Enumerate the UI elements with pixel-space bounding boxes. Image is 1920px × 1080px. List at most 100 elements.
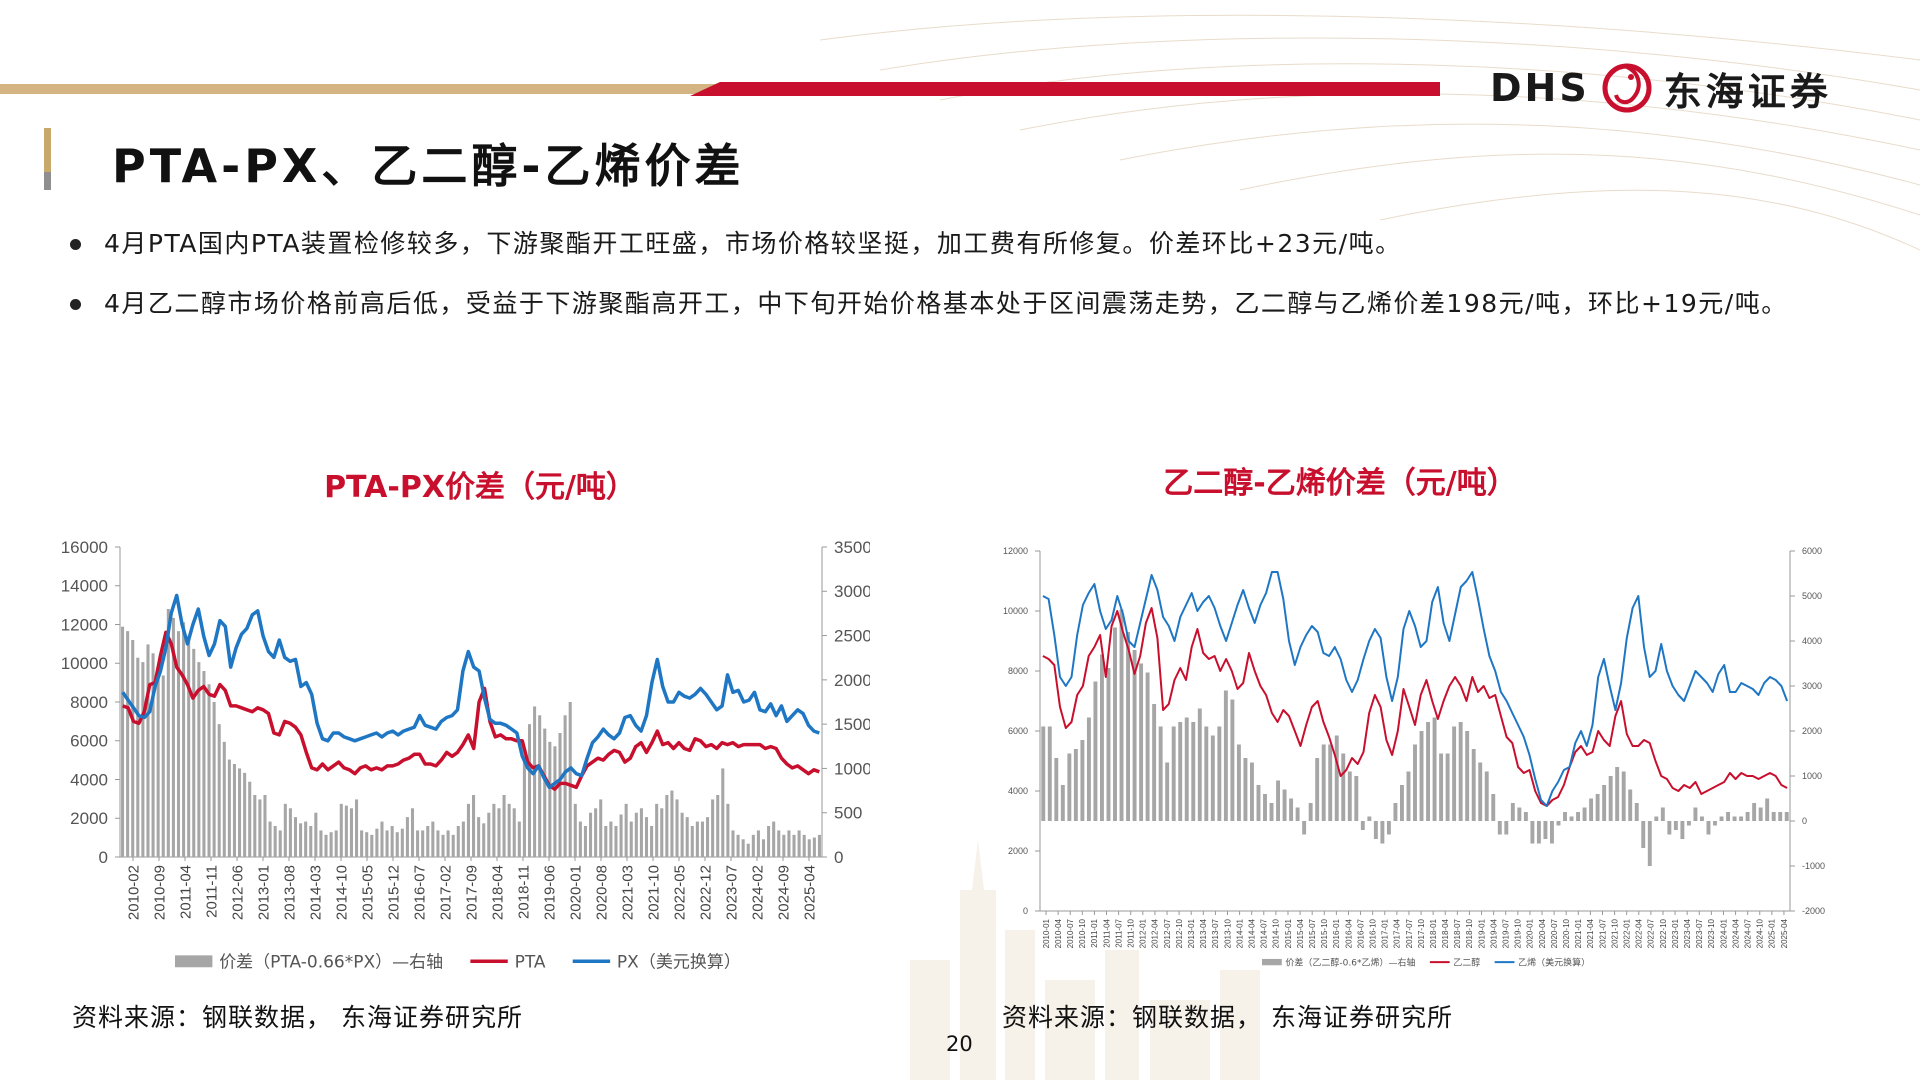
x-tick-label: 2014-07	[1260, 918, 1269, 948]
spread-bar	[690, 826, 694, 857]
spread-bar	[1236, 744, 1241, 821]
spread-bar	[777, 830, 781, 857]
y-right-tick-label: 0	[834, 848, 843, 867]
legend-label: 价差（乙二醇-0.6*乙烯）—右轴	[1285, 956, 1415, 968]
spread-bar	[1210, 735, 1215, 821]
spread-bar	[660, 808, 664, 857]
spread-bar	[1282, 789, 1287, 821]
x-tick-label: 2019-07	[1502, 918, 1511, 948]
spread-bar	[1269, 803, 1274, 821]
spread-bar	[487, 812, 491, 857]
spread-bar	[675, 799, 679, 857]
spread-bar	[594, 808, 598, 857]
spread-bar	[741, 839, 745, 857]
spread-bar	[1471, 749, 1476, 821]
x-tick-label: 2020-01	[1526, 918, 1535, 948]
spread-bar	[751, 834, 755, 857]
x-tick-label: 2021-10	[1610, 918, 1619, 948]
spread-bar	[1093, 681, 1098, 821]
spread-bar	[1510, 803, 1515, 821]
spread-bar	[1778, 812, 1783, 821]
x-tick-label: 2016-07	[411, 865, 428, 920]
spread-bar	[1628, 789, 1633, 821]
x-tick-label: 2019-06	[541, 865, 558, 920]
spread-bar	[1126, 632, 1130, 821]
spread-bar	[1184, 717, 1189, 821]
x-tick-label: 2010-01	[1042, 918, 1051, 948]
x-tick-label: 2025-04	[1780, 918, 1789, 948]
spread-bar	[248, 781, 252, 857]
spread-bar	[166, 609, 170, 857]
spread-bar	[573, 803, 577, 857]
y-right-tick-label: 4000	[1802, 636, 1822, 646]
x-tick-label: 2015-05	[359, 865, 376, 920]
x-tick-label: 2022-07	[1647, 918, 1656, 948]
spread-bar	[1406, 771, 1411, 821]
spread-bar	[1380, 821, 1385, 844]
y-left-tick-label: 12000	[61, 615, 108, 634]
spread-bar	[807, 839, 811, 857]
company-logo: DHS 东海证券	[1490, 58, 1832, 118]
spread-bar	[1256, 785, 1261, 821]
x-tick-label: 2024-10	[1756, 918, 1765, 948]
spread-bar	[344, 805, 348, 857]
x-tick-label: 2015-12	[385, 865, 402, 920]
spread-bar	[1217, 726, 1222, 821]
spread-bar	[492, 803, 496, 857]
spread-bar	[1276, 780, 1280, 821]
spread-bar	[1784, 812, 1789, 821]
spread-bar	[1145, 672, 1150, 821]
spread-bar	[1615, 767, 1620, 821]
spread-bar	[441, 834, 445, 857]
spread-bar	[1191, 722, 1196, 821]
spread-bar	[141, 662, 145, 857]
spread-bar	[1243, 758, 1248, 821]
x-tick-label: 2025-01	[1768, 918, 1777, 948]
y-left-tick-label: 4000	[1008, 786, 1028, 796]
spread-bar	[324, 834, 328, 857]
spread-bar	[1543, 821, 1548, 839]
spread-bar	[482, 823, 486, 857]
spread-bar	[136, 657, 140, 857]
spread-bar	[232, 764, 236, 857]
y-left-tick-label: 6000	[70, 732, 108, 751]
spread-bar	[553, 746, 557, 857]
spread-bar	[319, 830, 323, 857]
x-tick-label: 2016-07	[1356, 918, 1365, 948]
x-tick-label: 2020-08	[593, 865, 610, 920]
x-tick-label: 2011-10	[1127, 918, 1136, 947]
spread-bar	[1073, 749, 1078, 821]
x-tick-label: 2023-07	[1695, 918, 1704, 948]
spread-bar	[217, 724, 221, 857]
spread-bar	[1550, 821, 1554, 844]
x-tick-label: 2021-10	[645, 865, 662, 920]
spread-bar	[1686, 821, 1691, 826]
series-line-main	[122, 630, 820, 791]
spread-bar	[278, 830, 282, 857]
spread-bar	[456, 826, 460, 857]
spread-bar	[360, 830, 364, 857]
spread-bar	[782, 834, 786, 857]
spread-bar	[522, 759, 526, 857]
spread-bar	[767, 826, 771, 857]
legend-label: 乙二醇	[1453, 956, 1480, 968]
x-tick-label: 2021-01	[1574, 918, 1583, 948]
y-right-tick-label: 1000	[834, 759, 870, 778]
spread-bar	[126, 631, 130, 857]
spread-bar	[1230, 699, 1235, 821]
x-tick-label: 2022-01	[1622, 918, 1631, 948]
x-tick-label: 2020-10	[1562, 918, 1571, 948]
x-tick-label: 2024-07	[1743, 918, 1752, 948]
spread-bar	[563, 715, 567, 857]
y-right-tick-label: 3500	[834, 538, 870, 557]
spread-bar	[410, 808, 415, 857]
spread-bar	[161, 675, 165, 857]
x-tick-label: 2012-04	[1151, 918, 1160, 948]
legend-label: 价差（PTA-0.66*PX）—右轴	[219, 952, 443, 972]
spread-bar	[227, 759, 231, 857]
bullet-dot-icon	[70, 299, 81, 310]
x-tick-label: 2018-07	[1453, 918, 1462, 948]
x-tick-label: 2012-01	[1139, 918, 1148, 948]
chart-title-meg-ethylene: 乙二醇-乙烯价差（元/吨）	[1163, 466, 1517, 501]
legend-swatch-bar	[1262, 958, 1282, 966]
